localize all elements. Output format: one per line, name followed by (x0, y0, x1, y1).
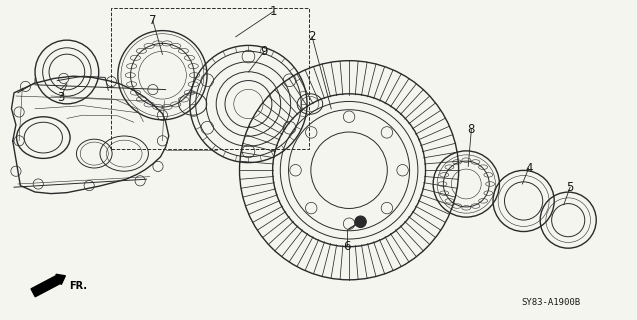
Text: 5: 5 (566, 181, 574, 194)
Text: FR.: FR. (69, 281, 87, 291)
Bar (111, 8, 309, 149)
Text: 6: 6 (343, 240, 351, 253)
Text: 3: 3 (57, 91, 64, 104)
Text: 9: 9 (261, 45, 268, 58)
Text: 8: 8 (468, 123, 475, 136)
Text: 4: 4 (525, 162, 533, 174)
Text: 7: 7 (149, 14, 157, 27)
FancyArrow shape (31, 274, 66, 297)
Circle shape (355, 216, 366, 228)
Text: SY83-A1900B: SY83-A1900B (522, 298, 580, 307)
Text: 1: 1 (270, 5, 278, 18)
Text: 2: 2 (308, 30, 316, 43)
